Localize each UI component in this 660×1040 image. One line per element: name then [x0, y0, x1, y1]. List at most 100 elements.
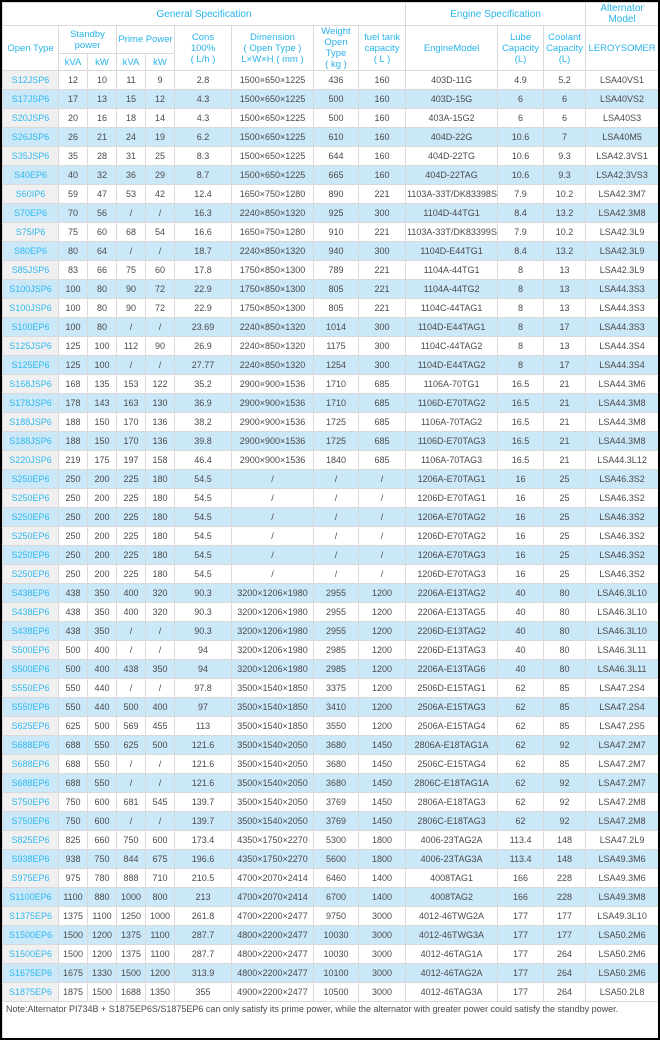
cell-prime-kva: 197	[116, 450, 146, 470]
cell-weight: 3680	[313, 773, 359, 793]
model-link[interactable]: S688EP6	[2, 773, 59, 793]
model-link[interactable]: S188JSP6	[2, 431, 59, 451]
model-link[interactable]: S250EP6	[2, 564, 59, 584]
model-link[interactable]: S1875EP6	[2, 982, 59, 1002]
cell-standby-kw: 143	[87, 393, 117, 413]
cell-standby-kw: 550	[87, 773, 117, 793]
cell-standby-kva: 70	[58, 203, 88, 223]
cell-cons: 287.7	[174, 944, 232, 964]
model-link[interactable]: S26JSP6	[2, 127, 59, 147]
model-link[interactable]: S100EP6	[2, 317, 59, 337]
cell-prime-kw: /	[145, 773, 175, 793]
model-link[interactable]: S17JSP6	[2, 89, 59, 109]
model-link[interactable]: S80EP6	[2, 241, 59, 261]
model-link[interactable]: S35JSP6	[2, 146, 59, 166]
model-link[interactable]: S20JSP6	[2, 108, 59, 128]
model-link[interactable]: S438EP6	[2, 583, 59, 603]
model-link[interactable]: S75IP6	[2, 222, 59, 242]
model-link[interactable]: S40EP6	[2, 165, 59, 185]
model-link[interactable]: S12JSP6	[2, 70, 59, 90]
cell-lube-capacity: 177	[497, 925, 545, 945]
cell-coolant-capacity: 80	[543, 583, 587, 603]
model-link[interactable]: S625EP6	[2, 716, 59, 736]
model-link[interactable]: S438EP6	[2, 621, 59, 641]
model-link[interactable]: S1500EP6	[2, 925, 59, 945]
cell-alternator: LSA46.3S2	[585, 507, 658, 527]
cell-weight: 910	[313, 222, 359, 242]
cell-standby-kw: 200	[87, 564, 117, 584]
col-header-lube-capacity: Lube Capacity (L)	[497, 25, 545, 71]
cell-standby-kw: 21	[87, 127, 117, 147]
cell-alternator: LSA44.3L12	[585, 450, 658, 470]
cell-lube-capacity: 16.5	[497, 374, 545, 394]
cell-prime-kva: /	[116, 621, 146, 641]
table-row: S100EP6 100 80//23.69 2240×850×1320 1014 300 1…	[2, 317, 658, 337]
cell-dimension: 2240×850×1320	[231, 336, 314, 356]
cell-coolant-capacity: 21	[543, 412, 587, 432]
model-link[interactable]: S125JSP6	[2, 336, 59, 356]
cell-prime-kw: 14	[145, 108, 175, 128]
cell-standby-kw: 350	[87, 583, 117, 603]
cell-prime-kva: 11	[116, 70, 146, 90]
cell-prime-kw: 600	[145, 830, 175, 850]
cell-fuel-tank: 1200	[357, 716, 407, 736]
model-link[interactable]: S975EP6	[2, 868, 59, 888]
model-link[interactable]: S250EP6	[2, 488, 59, 508]
cell-standby-kw: 13	[87, 89, 117, 109]
cell-lube-capacity: 166	[497, 887, 545, 907]
model-link[interactable]: S688EP6	[2, 754, 59, 774]
cell-standby-kva: 40	[58, 165, 88, 185]
cell-coolant-capacity: 85	[543, 716, 587, 736]
model-link[interactable]: S750EP6	[2, 811, 59, 831]
model-link[interactable]: S188JSP6	[2, 412, 59, 432]
model-link[interactable]: S1100EP6	[2, 887, 59, 907]
model-link[interactable]: S125EP6	[2, 355, 59, 375]
table-header: General Specification Engine Specificati…	[2, 2, 658, 71]
model-link[interactable]: S250EP6	[2, 545, 59, 565]
model-link[interactable]: S100JSP6	[2, 298, 59, 318]
cell-fuel-tank: 221	[357, 298, 407, 318]
model-link[interactable]: S85JSP6	[2, 260, 59, 280]
cell-weight: 1175	[313, 336, 359, 356]
table-row: S688EP6 688 550 625 500 121.6 3500×1540×2050 36…	[2, 735, 658, 755]
model-link[interactable]: S250EP6	[2, 507, 59, 527]
model-link[interactable]: S500EP6	[2, 659, 59, 679]
model-link[interactable]: S60IP6	[2, 184, 59, 204]
cell-weight: 3680	[313, 735, 359, 755]
model-link[interactable]: S100JSP6	[2, 279, 59, 299]
cell-prime-kva: 225	[116, 469, 146, 489]
model-link[interactable]: S938EP6	[2, 849, 59, 869]
cell-prime-kw: 136	[145, 412, 175, 432]
model-link[interactable]: S1675EP6	[2, 963, 59, 983]
cell-dimension: 1500×650×1225	[231, 146, 314, 166]
model-link[interactable]: S438EP6	[2, 602, 59, 622]
cell-weight: 2985	[313, 659, 359, 679]
model-link[interactable]: S550EP6	[2, 697, 59, 717]
cell-dimension: /	[231, 488, 314, 508]
model-link[interactable]: S688EP6	[2, 735, 59, 755]
model-link[interactable]: S500EP6	[2, 640, 59, 660]
model-link[interactable]: S178JSP6	[2, 393, 59, 413]
model-link[interactable]: S1375EP6	[2, 906, 59, 926]
cell-prime-kva: 569	[116, 716, 146, 736]
model-link[interactable]: S250EP6	[2, 526, 59, 546]
cell-coolant-capacity: 80	[543, 659, 587, 679]
cell-dimension: 3500×1540×2050	[231, 735, 314, 755]
cell-coolant-capacity: 10.2	[543, 222, 587, 242]
cell-standby-kva: 438	[58, 602, 88, 622]
model-link[interactable]: S1500EP6	[2, 944, 59, 964]
cell-standby-kva: 750	[58, 811, 88, 831]
cell-prime-kva: 36	[116, 165, 146, 185]
model-link[interactable]: S550EP6	[2, 678, 59, 698]
model-link[interactable]: S750EP6	[2, 792, 59, 812]
cell-dimension: 3200×1206×1980	[231, 659, 314, 679]
col-header-coolant-capacity: Coolant Capacity (L)	[543, 25, 587, 71]
cell-fuel-tank: 221	[357, 260, 407, 280]
model-link[interactable]: S825EP6	[2, 830, 59, 850]
cell-standby-kva: 250	[58, 507, 88, 527]
model-link[interactable]: S220JSP6	[2, 450, 59, 470]
model-link[interactable]: S70EP6	[2, 203, 59, 223]
model-link[interactable]: S168JSP6	[2, 374, 59, 394]
model-link[interactable]: S250EP6	[2, 469, 59, 489]
cell-cons: 18.7	[174, 241, 232, 261]
